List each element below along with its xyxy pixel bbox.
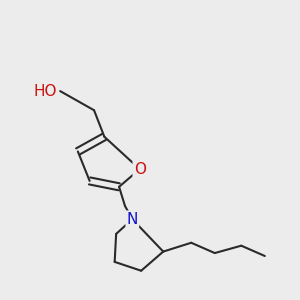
- Text: O: O: [134, 162, 146, 177]
- Text: HO: HO: [34, 84, 57, 99]
- Text: N: N: [127, 212, 138, 227]
